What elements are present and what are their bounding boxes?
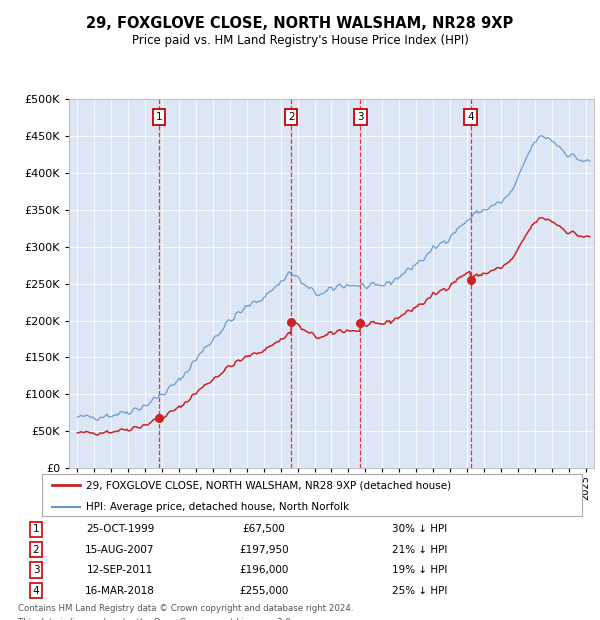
Text: 4: 4	[467, 112, 474, 122]
Text: £196,000: £196,000	[239, 565, 289, 575]
Text: 25% ↓ HPI: 25% ↓ HPI	[392, 585, 448, 596]
Text: 15-AUG-2007: 15-AUG-2007	[85, 544, 155, 555]
Text: £255,000: £255,000	[239, 585, 289, 596]
Text: 21% ↓ HPI: 21% ↓ HPI	[392, 544, 448, 555]
Text: 25-OCT-1999: 25-OCT-1999	[86, 524, 154, 534]
Text: 12-SEP-2011: 12-SEP-2011	[87, 565, 153, 575]
Text: Contains HM Land Registry data © Crown copyright and database right 2024.: Contains HM Land Registry data © Crown c…	[18, 604, 353, 613]
Text: Price paid vs. HM Land Registry's House Price Index (HPI): Price paid vs. HM Land Registry's House …	[131, 35, 469, 47]
Text: 3: 3	[32, 565, 40, 575]
Text: This data is licensed under the Open Government Licence v3.0.: This data is licensed under the Open Gov…	[18, 618, 293, 620]
Text: 2: 2	[32, 544, 40, 555]
Text: 29, FOXGLOVE CLOSE, NORTH WALSHAM, NR28 9XP: 29, FOXGLOVE CLOSE, NORTH WALSHAM, NR28 …	[86, 16, 514, 31]
Text: 1: 1	[155, 112, 162, 122]
Text: 2: 2	[288, 112, 295, 122]
Text: HPI: Average price, detached house, North Norfolk: HPI: Average price, detached house, Nort…	[86, 502, 349, 512]
Text: 1: 1	[32, 524, 40, 534]
Text: 3: 3	[357, 112, 364, 122]
Text: £67,500: £67,500	[242, 524, 286, 534]
Text: 19% ↓ HPI: 19% ↓ HPI	[392, 565, 448, 575]
Text: 4: 4	[32, 585, 40, 596]
Text: £197,950: £197,950	[239, 544, 289, 555]
Text: 16-MAR-2018: 16-MAR-2018	[85, 585, 155, 596]
Text: 29, FOXGLOVE CLOSE, NORTH WALSHAM, NR28 9XP (detached house): 29, FOXGLOVE CLOSE, NORTH WALSHAM, NR28 …	[86, 480, 451, 490]
Text: 30% ↓ HPI: 30% ↓ HPI	[392, 524, 448, 534]
